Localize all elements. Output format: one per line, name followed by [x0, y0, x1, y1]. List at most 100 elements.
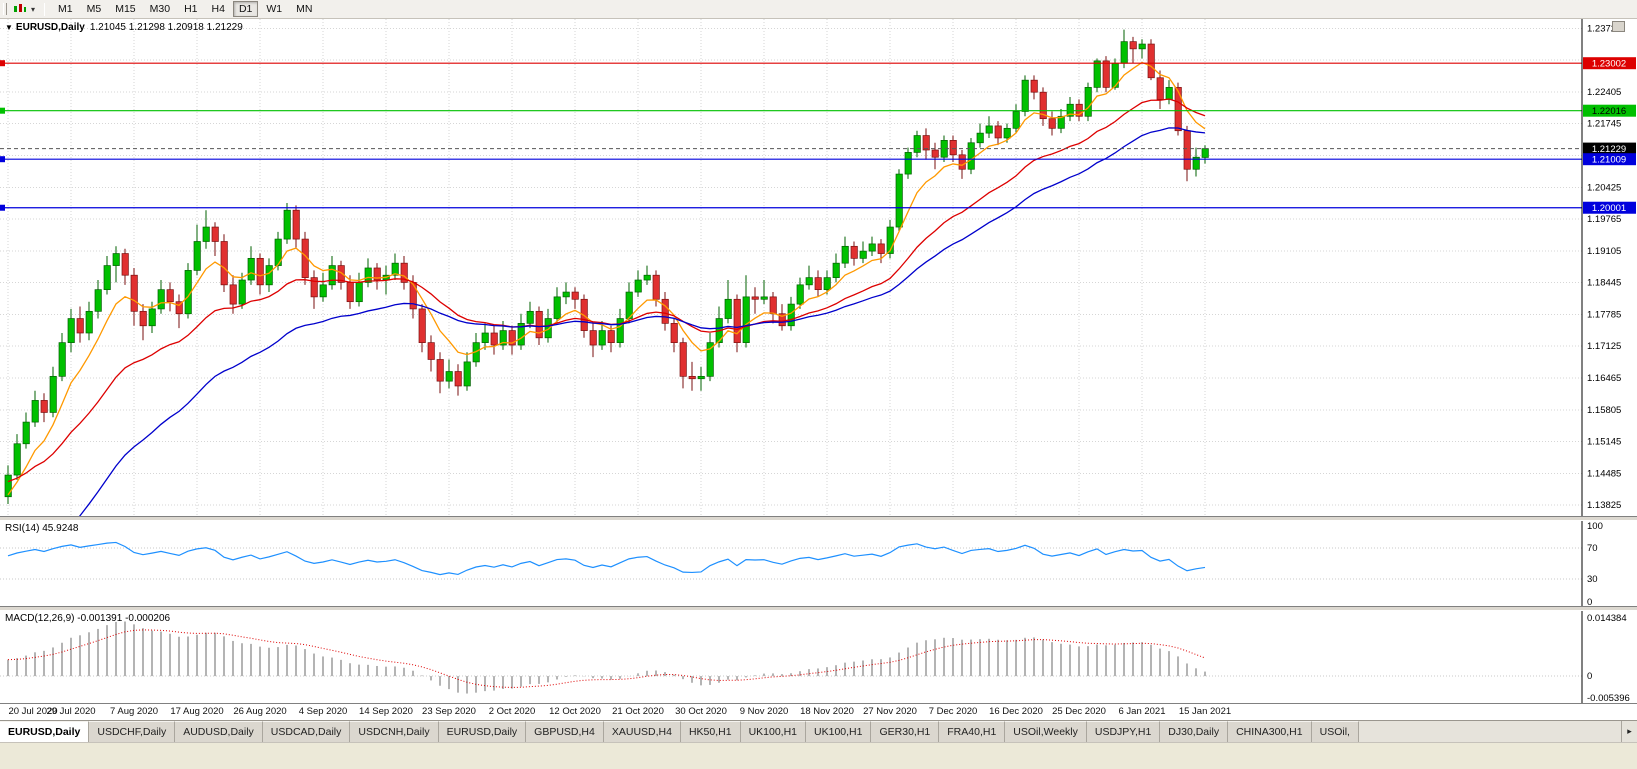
- price-badge: [1583, 142, 1636, 155]
- date-label: 29 Jul 2020: [46, 706, 96, 717]
- svg-text:1.17785: 1.17785: [1587, 309, 1621, 320]
- date-label: 7 Dec 2020: [928, 706, 978, 717]
- date-label: 26 Aug 2020: [233, 706, 287, 717]
- chart-tab-9[interactable]: UK100,H1: [740, 721, 807, 742]
- rsi-panel[interactable]: 100 70 30 0: [0, 521, 1637, 606]
- date-label: 20 Jul 2020: [8, 706, 58, 717]
- date-label: 14 Sep 2020: [359, 706, 413, 717]
- date-label: 12 Oct 2020: [549, 706, 601, 717]
- svg-text:1.21745: 1.21745: [1587, 119, 1621, 130]
- svg-text:30: 30: [1587, 574, 1598, 585]
- date-label: 4 Sep 2020: [298, 706, 348, 717]
- macd-histogram-layer: [7, 621, 1206, 694]
- svg-text:1.23002: 1.23002: [1592, 59, 1626, 70]
- chart-tab-5[interactable]: EURUSD,Daily: [438, 721, 527, 742]
- date-label: 2 Oct 2020: [488, 706, 536, 717]
- chart-tab-14[interactable]: USDJPY,H1: [1086, 721, 1161, 742]
- timeframe-button-W1[interactable]: W1: [266, 3, 283, 15]
- chart-type-dropdown-caret[interactable]: ▾: [31, 4, 36, 14]
- timeframe-buttons: M1 M5 M15 M30 H1 H4 D1 W1 MN: [52, 1, 318, 17]
- chart-tab-bar: EURUSD,Daily USDCHF,Daily AUDUSD,Daily USDC…: [0, 720, 1637, 742]
- axis-scroll-button[interactable]: [1612, 21, 1625, 32]
- chart-tab-10[interactable]: UK100,H1: [806, 721, 872, 742]
- grid-layer: [0, 19, 1582, 516]
- svg-text:0: 0: [1587, 671, 1592, 682]
- chart-tab-4[interactable]: USDCNH,Daily: [350, 721, 439, 742]
- chart-title: ▼ EURUSD,Daily 1.21045 1.21298 1.20918 1.2…: [5, 22, 243, 33]
- chart-tab-7[interactable]: XAUUSD,H4: [603, 721, 681, 742]
- price-badge: [1583, 153, 1636, 166]
- chart-type-icon[interactable]: [13, 3, 27, 15]
- chart-tab-16[interactable]: CHINA300,H1: [1228, 721, 1312, 742]
- level-handle: [0, 204, 5, 211]
- timeframe-button-D1[interactable]: D1: [232, 1, 259, 17]
- collapse-triangle-icon[interactable]: ▼: [5, 23, 13, 32]
- svg-text:0.014384: 0.014384: [1587, 613, 1627, 624]
- svg-text:1.13825: 1.13825: [1587, 500, 1621, 511]
- svg-text:0: 0: [1587, 597, 1592, 606]
- timeframe-button-M30[interactable]: M30: [149, 3, 171, 15]
- toolbar-grip[interactable]: [3, 3, 7, 15]
- timeframe-button-M15[interactable]: M15: [115, 3, 136, 15]
- level-handle: [0, 107, 5, 114]
- svg-text:1.17125: 1.17125: [1587, 341, 1621, 352]
- date-label: 9 Nov 2020: [739, 706, 789, 717]
- main-chart[interactable]: 1.23725 1.22405 1.21745 1.20425 1.19765 1.191…: [0, 19, 1637, 516]
- chart-tab-12[interactable]: FRA40,H1: [939, 721, 1006, 742]
- tab-scroll-right-icon[interactable]: ▸: [1621, 721, 1637, 742]
- price-badge: [1583, 201, 1636, 214]
- price-levels-layer: [0, 60, 1582, 211]
- svg-text:1.15805: 1.15805: [1587, 405, 1621, 416]
- chart-tab-13[interactable]: USOil,Weekly: [1005, 721, 1087, 742]
- timeframe-button-M5[interactable]: M5: [86, 3, 102, 15]
- svg-text:1.19765: 1.19765: [1587, 214, 1621, 225]
- date-label: 25 Dec 2020: [1052, 706, 1106, 717]
- svg-text:-0.005396: -0.005396: [1587, 693, 1630, 703]
- panel-divider[interactable]: [0, 606, 1637, 611]
- svg-text:1.20425: 1.20425: [1587, 182, 1621, 193]
- rsi-line: [7, 541, 1206, 576]
- date-label: 30 Oct 2020: [675, 706, 727, 717]
- chart-tab-15[interactable]: DJ30,Daily: [1160, 721, 1229, 742]
- main-chart-panel: 1.23725 1.22405 1.21745 1.20425 1.19765 1.191…: [0, 19, 1637, 516]
- svg-text:1.21229: 1.21229: [1592, 144, 1626, 155]
- panel-divider[interactable]: [0, 516, 1637, 521]
- date-label: 16 Dec 2020: [989, 706, 1043, 717]
- date-label: 21 Oct 2020: [612, 706, 664, 717]
- candlestick-chart-icon: [14, 4, 26, 12]
- svg-text:1.22405: 1.22405: [1587, 87, 1621, 98]
- chart-tab-11[interactable]: GER30,H1: [871, 721, 940, 742]
- chart-tab-8[interactable]: HK50,H1: [680, 721, 741, 742]
- chart-tab-2[interactable]: AUDUSD,Daily: [175, 721, 263, 742]
- timeframe-button-M1[interactable]: M1: [58, 3, 73, 15]
- level-handle: [0, 60, 5, 67]
- macd-panel[interactable]: 0.014384 0 -0.005396: [0, 611, 1637, 703]
- date-label: 6 Jan 2021: [1118, 706, 1166, 717]
- chart-tab-17[interactable]: USOil,: [1311, 721, 1359, 742]
- timeframe-button-H1[interactable]: H1: [184, 3, 198, 15]
- timeframe-button-MN[interactable]: MN: [296, 3, 313, 15]
- candles-layer: [4, 29, 1209, 504]
- chart-tab-1[interactable]: USDCHF,Daily: [89, 721, 176, 742]
- macd-label: MACD(12,26,9) -0.001391 -0.000206: [5, 613, 171, 624]
- date-label: 27 Nov 2020: [863, 706, 917, 717]
- level-handle: [0, 156, 5, 163]
- date-label: 15 Jan 2021: [1178, 706, 1232, 717]
- chart-symbol-label: EURUSD,Daily: [15, 22, 85, 33]
- date-label: 23 Sep 2020: [422, 706, 476, 717]
- toolbar-separator: [44, 2, 46, 16]
- rsi-panel-wrap: 100 70 30 0 RSI(14) 45.9248: [0, 521, 1637, 606]
- macd-panel-wrap: 0.014384 0 -0.005396 MACD(12,26,9) -0.0013…: [0, 611, 1637, 703]
- chart-tab-0[interactable]: EURUSD,Daily: [0, 721, 90, 742]
- timeframe-toolbar: ▾ M1 M5 M15 M30 H1 H4 D1 W1 MN: [0, 0, 1637, 19]
- date-label: 17 Aug 2020: [170, 706, 224, 717]
- svg-text:100: 100: [1587, 521, 1603, 532]
- date-axis[interactable]: 20 Jul 2020 29 Jul 2020 7 Aug 2020 17 Aug 2…: [0, 703, 1637, 720]
- macd-signal-line: [7, 629, 1206, 688]
- chart-tab-3[interactable]: USDCAD,Daily: [262, 721, 351, 742]
- timeframe-button-H4[interactable]: H4: [211, 3, 225, 15]
- status-strip: [0, 742, 1637, 769]
- svg-text:1.22016: 1.22016: [1592, 106, 1626, 117]
- chart-tab-6[interactable]: GBPUSD,H4: [526, 721, 604, 742]
- price-badge: [1583, 57, 1636, 70]
